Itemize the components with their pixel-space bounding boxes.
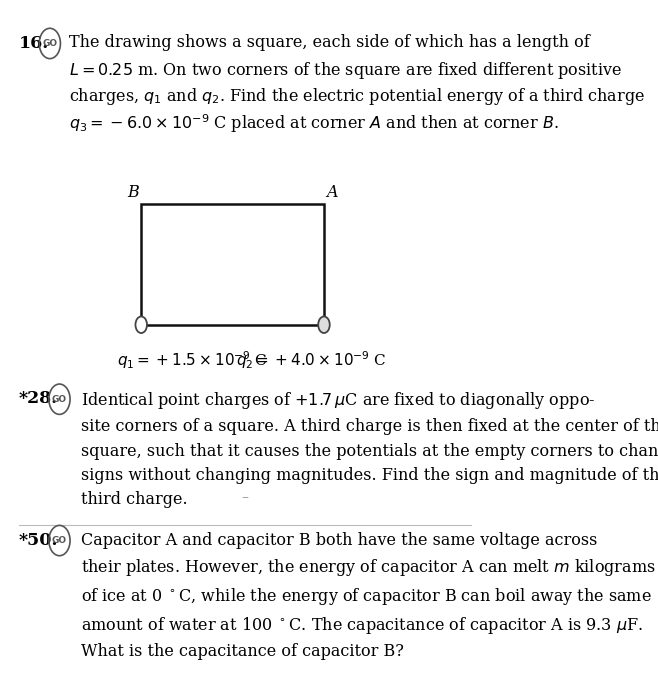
Text: charges, $q_1$ and $q_2$. Find the electric potential energy of a third charge: charges, $q_1$ and $q_2$. Find the elect…	[69, 86, 645, 107]
Text: *28.: *28.	[18, 390, 58, 407]
Text: $L = 0.25$ m. On two corners of the square are fixed different positive: $L = 0.25$ m. On two corners of the squa…	[69, 60, 622, 81]
Text: Identical point charges of $+1.7\,\mu$C are fixed to diagonally oppo-
site corne: Identical point charges of $+1.7\,\mu$C …	[81, 390, 658, 508]
Text: $q_1 = +1.5 \times 10^{-9}$ C: $q_1 = +1.5 \times 10^{-9}$ C	[117, 349, 268, 370]
Text: –: –	[241, 490, 248, 504]
Circle shape	[318, 316, 330, 333]
Text: $q_2 = +4.0 \times 10^{-9}$ C: $q_2 = +4.0 \times 10^{-9}$ C	[236, 349, 387, 370]
Text: GO: GO	[52, 395, 67, 404]
Text: *50.: *50.	[18, 531, 58, 549]
Bar	[141, 204, 324, 325]
Text: B: B	[127, 183, 139, 201]
Text: GO: GO	[52, 536, 67, 545]
Text: The drawing shows a square, each side of which has a length of: The drawing shows a square, each side of…	[69, 34, 590, 51]
Text: A: A	[326, 183, 338, 201]
Text: 16.: 16.	[18, 35, 49, 52]
Text: Capacitor A and capacitor B both have the same voltage across
their plates. Howe: Capacitor A and capacitor B both have th…	[81, 531, 656, 661]
Text: GO: GO	[42, 39, 57, 48]
Circle shape	[136, 316, 147, 333]
Text: $q_3 = -6.0 \times 10^{-9}$ C placed at corner $A$ and then at corner $B$.: $q_3 = -6.0 \times 10^{-9}$ C placed at …	[69, 113, 559, 135]
